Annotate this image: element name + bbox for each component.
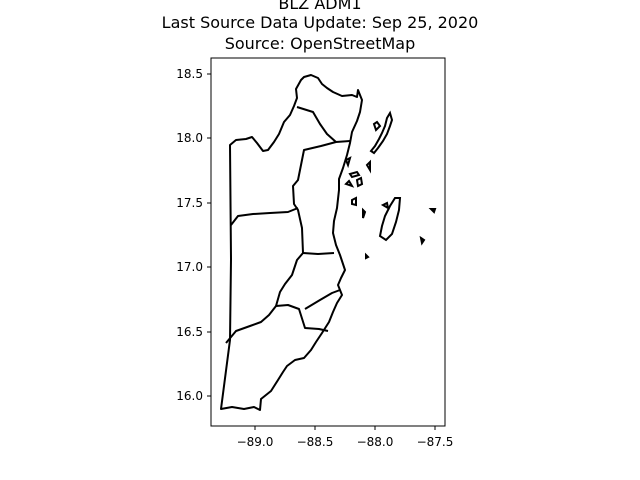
- caye-turneffe: [378, 197, 402, 242]
- cayes: [344, 110, 437, 260]
- district-border: [230, 207, 299, 226]
- caye-island: [344, 179, 355, 188]
- district-border: [225, 305, 277, 344]
- map-subtitle-update: Last Source Data Update: Sep 25, 2020: [161, 13, 479, 32]
- caye-island: [355, 176, 364, 188]
- x-tick-label: −89.0: [237, 435, 274, 449]
- x-tick-label: −88.0: [357, 435, 394, 449]
- y-tick-label: 16.0: [176, 389, 203, 403]
- district-border: [304, 289, 341, 310]
- caye-island: [348, 170, 361, 179]
- admin-boundaries: [220, 74, 363, 411]
- caye-island: [344, 156, 352, 169]
- axes-frame: [210, 57, 446, 427]
- y-tick-label: 17.5: [176, 196, 203, 210]
- caye-island: [365, 252, 370, 260]
- district-border: [302, 252, 335, 255]
- caye-island: [380, 201, 390, 211]
- y-axis: 16.0 16.5 17.0 17.5 18.0 18.5: [176, 67, 211, 403]
- x-tick-label: −88.5: [297, 435, 334, 449]
- district-border: [292, 141, 337, 254]
- caye-island: [362, 207, 367, 219]
- district-border: [296, 106, 351, 143]
- caye-glovers: [419, 235, 426, 246]
- y-tick-label: 17.0: [176, 260, 203, 274]
- country-outline: [220, 74, 363, 411]
- x-axis: −89.0 −88.5 −88.0 −87.5: [237, 426, 454, 449]
- x-tick-label: −87.5: [417, 435, 454, 449]
- caye-ambergris: [369, 110, 394, 155]
- y-tick-label: 18.0: [176, 131, 203, 145]
- map-title: BLZ ADM1: [278, 0, 362, 13]
- district-border: [275, 252, 329, 332]
- caye-island: [365, 159, 371, 174]
- y-tick-label: 18.5: [176, 67, 203, 81]
- caye-island: [351, 196, 357, 207]
- y-tick-label: 16.5: [176, 325, 203, 339]
- map-subtitle-source: Source: OpenStreetMap: [224, 34, 416, 53]
- caye-lighthouse: [428, 208, 437, 214]
- caye-island: [372, 120, 382, 132]
